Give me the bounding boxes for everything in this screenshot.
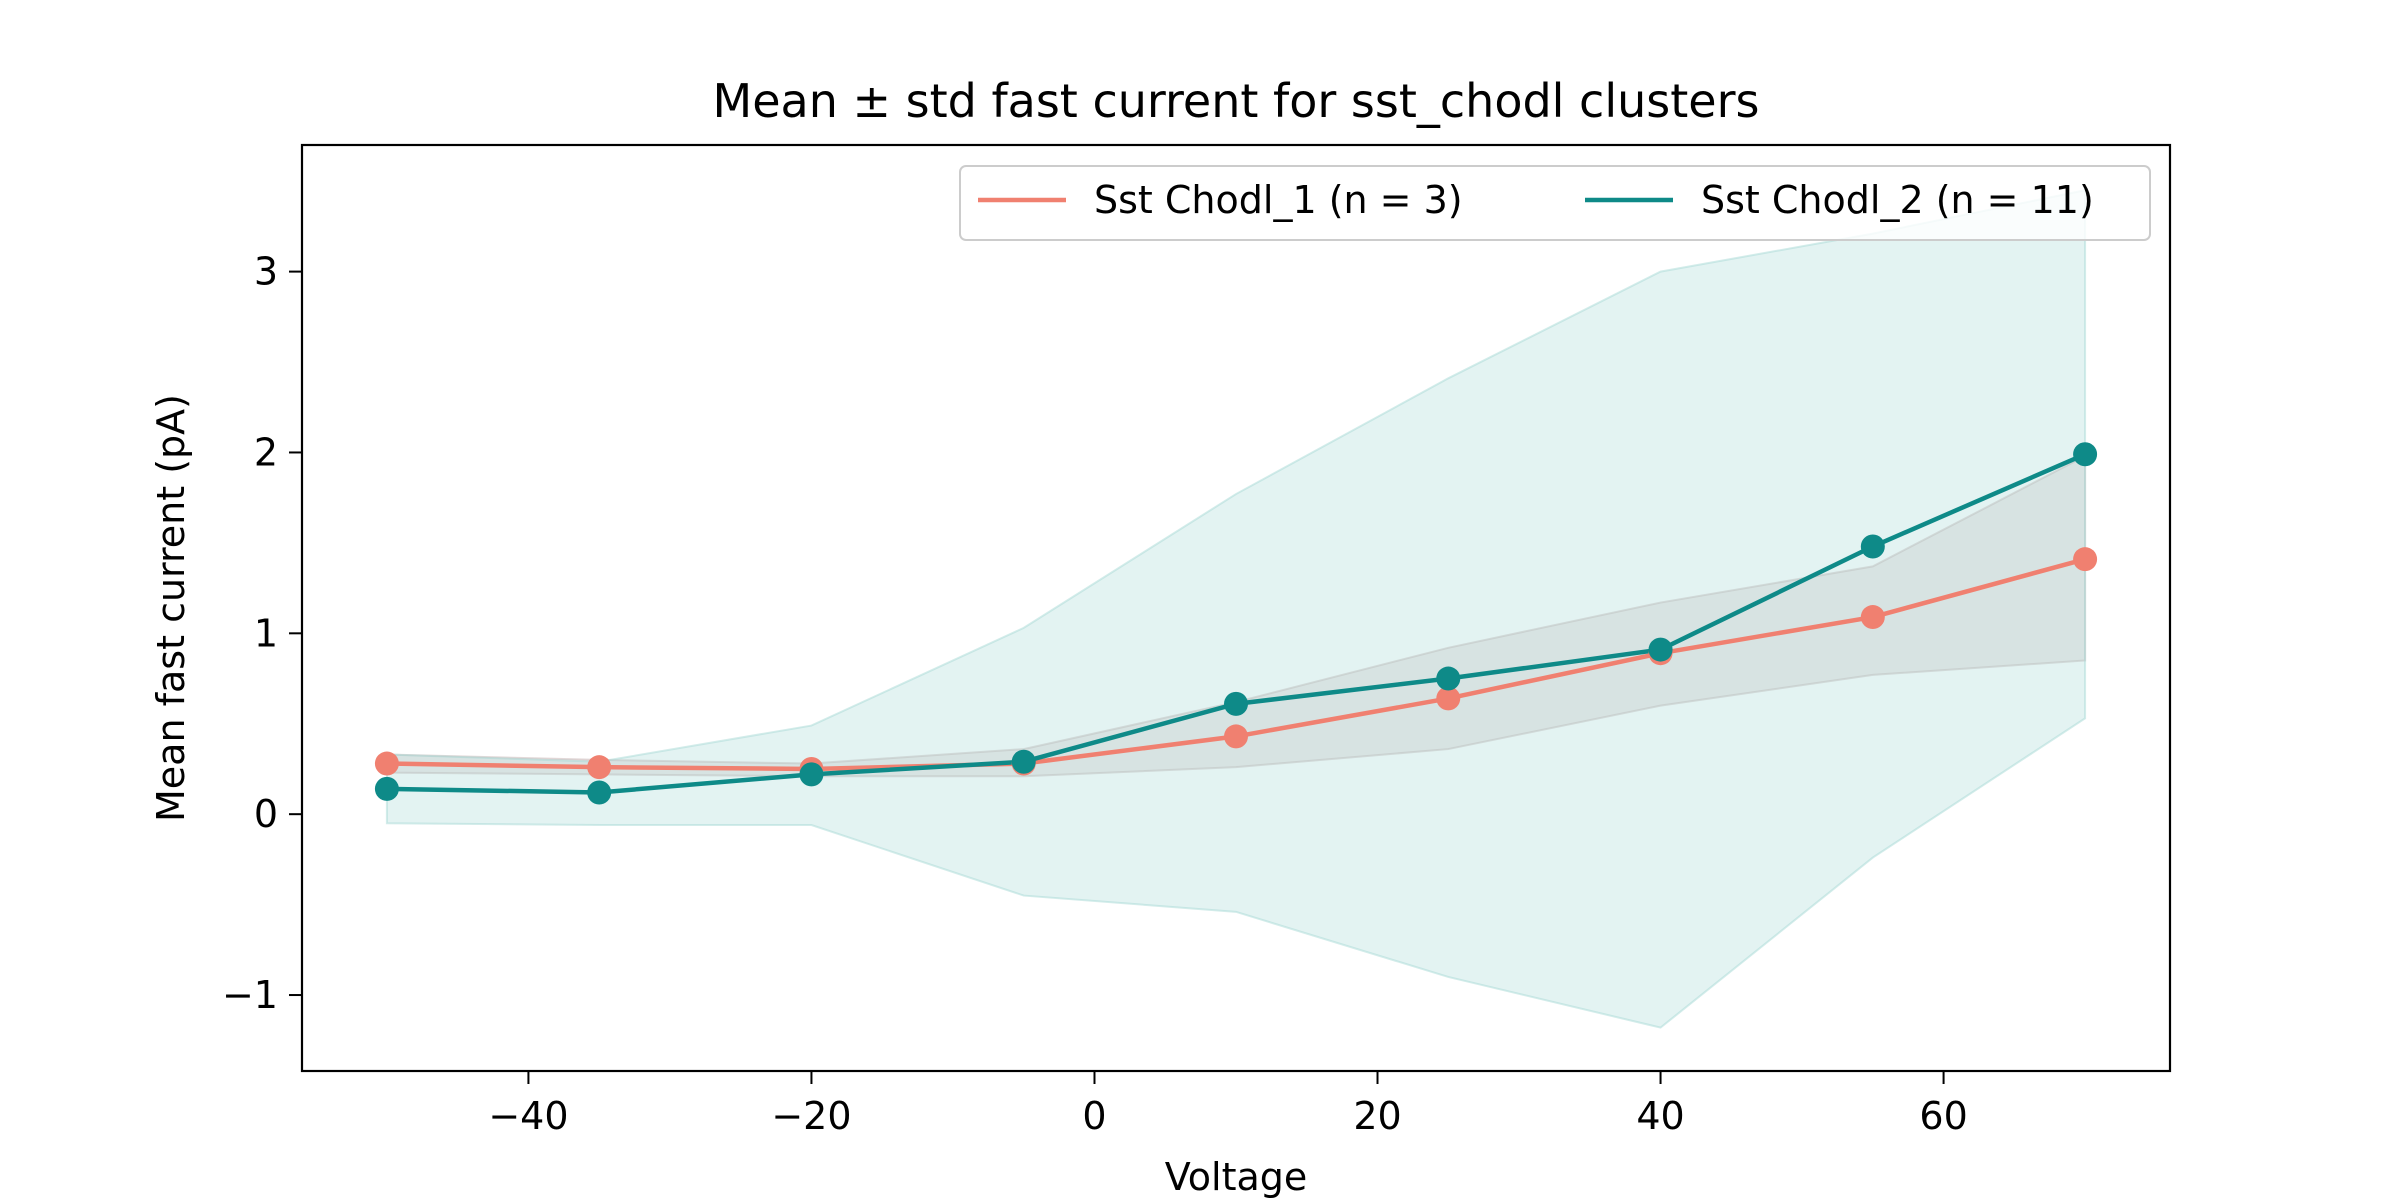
y-tick-label: 2 [254,430,278,474]
series-points [374,442,2098,805]
y-axis-label: Mean fast current (pA) [149,394,193,822]
data-point-s1-4 [1224,724,1248,749]
data-point-s1-8 [2073,547,2098,572]
std-band-2 [385,188,2087,1029]
data-point-s2-5 [1436,666,1461,691]
y-tick-label: 3 [254,250,278,294]
data-point-s2-6 [1648,637,1673,662]
data-point-s2-0 [374,776,399,801]
data-point-s2-3 [1011,749,1036,774]
x-tick-label: −20 [771,1094,851,1138]
data-point-s1-5 [1436,686,1461,711]
std-bands [385,188,2087,1029]
x-axis-ticks: −40 −20 0 20 40 60 [488,1071,1968,1138]
data-point-s2-7 [1860,534,1885,559]
chart-title: Mean ± std fast current for sst_chodl cl… [713,74,1760,128]
x-tick-label: 60 [1919,1094,1967,1138]
y-tick-label: −1 [222,973,278,1017]
legend: Sst Chodl_1 (n = 3) Sst Chodl_2 (n = 11) [959,165,2151,241]
y-axis-ticks: −1 0 1 2 3 [222,250,302,1017]
data-point-s1-1 [587,755,612,780]
data-point-s2-2 [799,762,824,787]
x-tick-label: 20 [1353,1094,1401,1138]
x-tick-label: 40 [1636,1094,1684,1138]
legend-box [959,165,2151,241]
x-axis-label: Voltage [1165,1155,1308,1199]
y-tick-label: 1 [254,611,278,655]
data-point-s2-1 [587,780,612,805]
plot-frame [300,143,2172,1073]
data-point-s1-0 [374,751,399,776]
legend-label-1: Sst Chodl_1 (n = 3) [1094,178,1463,222]
data-point-s2-8 [2073,442,2098,467]
x-tick-label: 0 [1082,1094,1106,1138]
legend-label-2: Sst Chodl_2 (n = 11) [1701,178,2094,222]
data-point-s1-7 [1860,605,1885,630]
data-point-s2-4 [1224,691,1248,716]
y-tick-label: 0 [254,792,278,836]
x-tick-label: −40 [488,1094,568,1138]
